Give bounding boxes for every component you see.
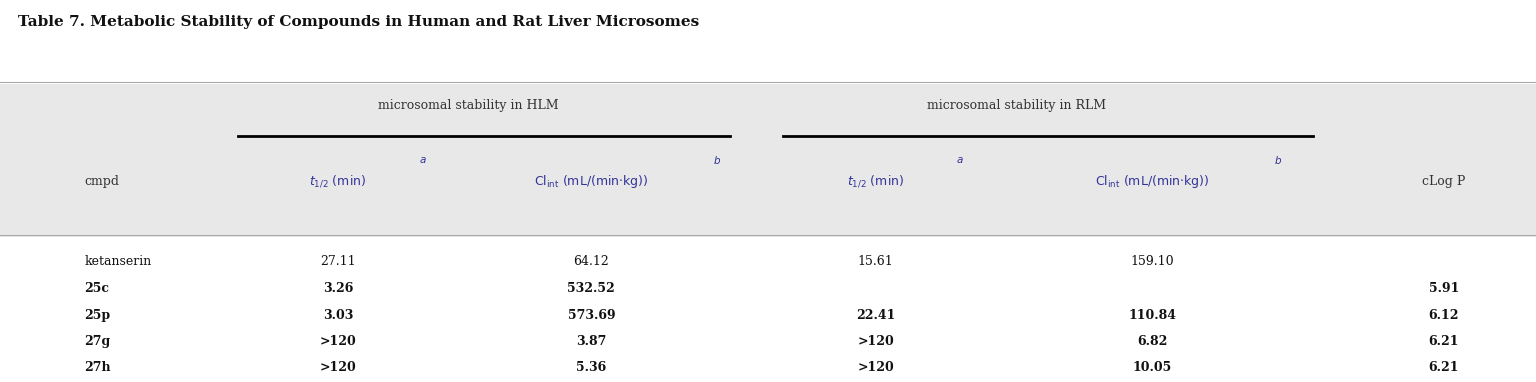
Text: 27g: 27g	[84, 335, 111, 348]
Text: $\mathregular{Cl_{int}}$ $\mathregular{(mL/(min{\cdot}kg))}$: $\mathregular{Cl_{int}}$ $\mathregular{(…	[1095, 173, 1209, 190]
Text: 110.84: 110.84	[1127, 309, 1177, 322]
Text: cmpd: cmpd	[84, 175, 120, 188]
Text: >120: >120	[857, 335, 894, 348]
Text: 6.21: 6.21	[1428, 335, 1459, 348]
Text: >120: >120	[319, 361, 356, 374]
Text: 3.87: 3.87	[576, 335, 607, 348]
Text: $\mathit{b}$: $\mathit{b}$	[713, 154, 722, 167]
Text: 27.11: 27.11	[319, 255, 356, 268]
Text: 3.26: 3.26	[323, 282, 353, 295]
Text: 22.41: 22.41	[856, 309, 895, 322]
Text: 15.61: 15.61	[857, 255, 894, 268]
Text: cLog P: cLog P	[1422, 175, 1465, 188]
Text: 6.21: 6.21	[1428, 361, 1459, 374]
Text: 25p: 25p	[84, 309, 111, 322]
Text: 159.10: 159.10	[1130, 255, 1174, 268]
Text: $\mathit{t}_{1/2}$ $\mathregular{(min)}$: $\mathit{t}_{1/2}$ $\mathregular{(min)}$	[309, 173, 367, 189]
Text: >120: >120	[857, 361, 894, 374]
Text: Table 7. Metabolic Stability of Compounds in Human and Rat Liver Microsomes: Table 7. Metabolic Stability of Compound…	[18, 15, 700, 29]
Text: 5.36: 5.36	[576, 361, 607, 374]
Text: 6.82: 6.82	[1137, 335, 1167, 348]
Text: $\mathit{a}$: $\mathit{a}$	[957, 155, 963, 165]
Text: 5.91: 5.91	[1428, 282, 1459, 295]
Text: 25c: 25c	[84, 282, 109, 295]
Text: microsomal stability in HLM: microsomal stability in HLM	[378, 99, 559, 112]
Text: 573.69: 573.69	[567, 309, 616, 322]
Text: microsomal stability in RLM: microsomal stability in RLM	[928, 99, 1106, 112]
Text: ketanserin: ketanserin	[84, 255, 152, 268]
Text: 6.12: 6.12	[1428, 309, 1459, 322]
Text: $\mathit{t}_{1/2}$ $\mathregular{(min)}$: $\mathit{t}_{1/2}$ $\mathregular{(min)}$	[846, 173, 905, 189]
Text: 532.52: 532.52	[567, 282, 616, 295]
Text: $\mathit{a}$: $\mathit{a}$	[419, 155, 425, 165]
Bar	[0, 84, 1536, 237]
Text: 27h: 27h	[84, 361, 111, 374]
Text: $\mathit{b}$: $\mathit{b}$	[1273, 154, 1283, 167]
Text: $\mathregular{Cl_{int}}$ $\mathregular{(mL/(min{\cdot}kg))}$: $\mathregular{Cl_{int}}$ $\mathregular{(…	[535, 173, 648, 190]
Text: 64.12: 64.12	[573, 255, 610, 268]
Text: 3.03: 3.03	[323, 309, 353, 322]
Text: 10.05: 10.05	[1132, 361, 1172, 374]
Text: >120: >120	[319, 335, 356, 348]
